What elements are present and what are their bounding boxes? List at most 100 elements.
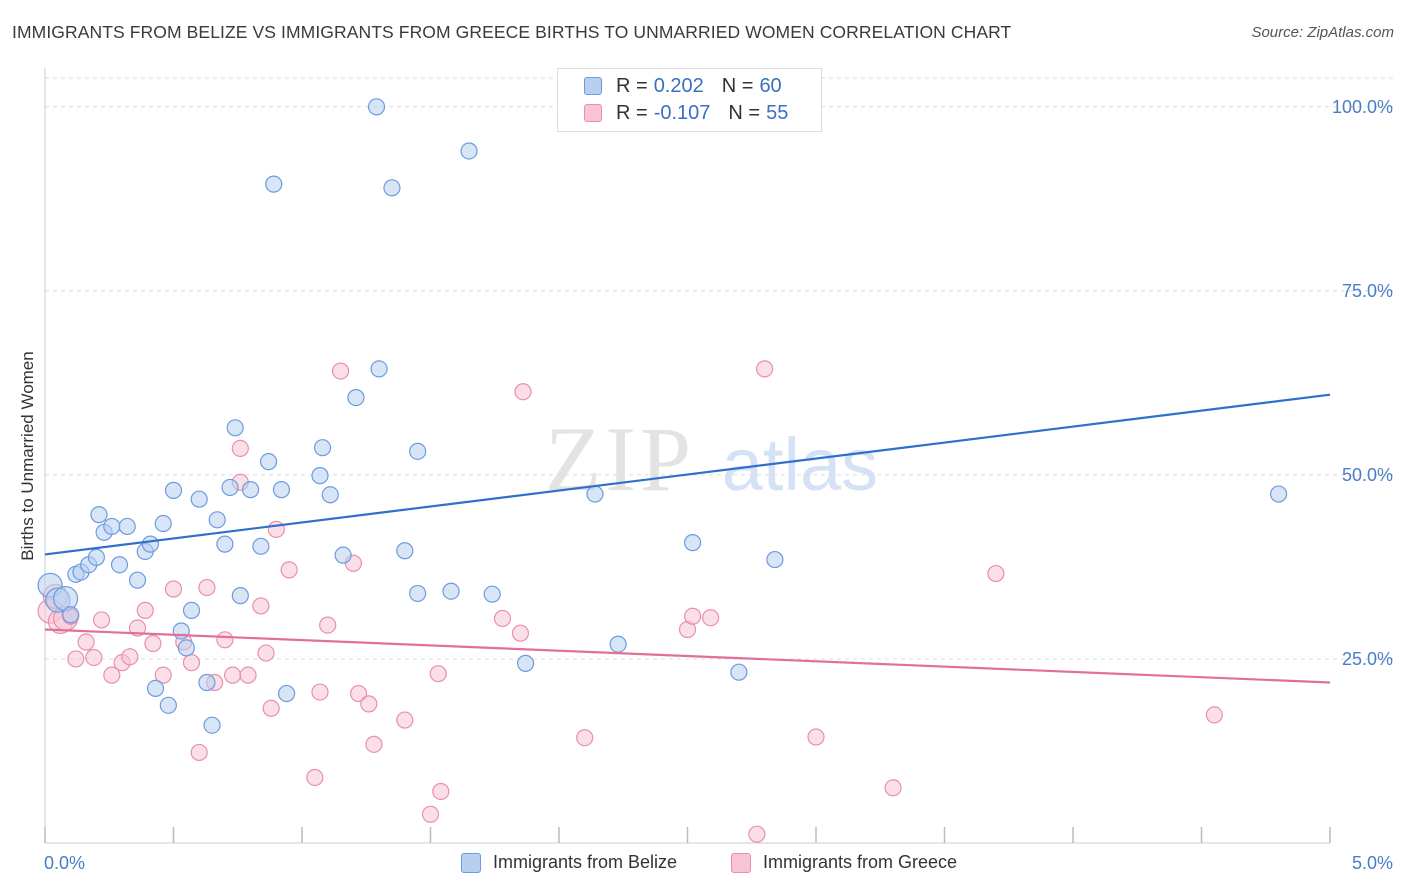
- y-tick-label: 50.0%: [1342, 465, 1393, 485]
- greece-point: [182, 654, 201, 672]
- belize-point: [334, 546, 352, 564]
- belize-point: [154, 514, 172, 533]
- belize-series: [37, 96, 1288, 734]
- greece-r-value: -0.107: [653, 101, 711, 124]
- belize-legend-label: Immigrants from Belize: [493, 852, 678, 872]
- greece-point: [67, 650, 85, 668]
- greece-point: [103, 666, 121, 684]
- y-tick-label: 100.0%: [1332, 97, 1393, 117]
- legend-row-belize: R = 0.202 N = 60: [584, 73, 782, 99]
- greece-point: [319, 616, 337, 634]
- belize-point: [684, 534, 702, 552]
- greece-point: [190, 743, 208, 762]
- greece-point: [987, 564, 1005, 583]
- trend-lines: [44, 393, 1331, 684]
- belize-point: [252, 537, 270, 555]
- greece-point: [807, 728, 825, 746]
- stats-legend: R = 0.202 N = 60 R = -0.107 N = 55: [557, 68, 822, 132]
- belize-point: [321, 486, 339, 504]
- chart-title: IMMIGRANTS FROM BELIZE VS IMMIGRANTS FRO…: [12, 22, 1012, 42]
- belize-point: [128, 571, 147, 589]
- belize-n-value: 60: [759, 74, 782, 97]
- belize-point: [159, 696, 177, 714]
- greece-point: [349, 684, 368, 703]
- belize-point: [442, 582, 460, 600]
- greece-point: [92, 611, 111, 629]
- source-label: Source: ZipAtlas.com: [1251, 24, 1394, 41]
- greece-point: [257, 644, 275, 662]
- belize-point: [313, 439, 332, 457]
- greece-point: [429, 665, 447, 683]
- belize-point: [226, 419, 244, 437]
- greece-point: [755, 360, 774, 378]
- y-tick-label: 25.0%: [1342, 649, 1393, 669]
- greece-point: [396, 711, 414, 729]
- greece-n-value: 55: [766, 101, 789, 124]
- greece-point: [262, 699, 280, 717]
- belize-point: [367, 98, 386, 116]
- n-label: N =: [721, 74, 754, 97]
- greece-point: [884, 779, 902, 797]
- legend-item-belize[interactable]: Immigrants from Belize: [461, 852, 677, 873]
- greece-trend-line: [44, 628, 1331, 684]
- belize-point: [172, 622, 190, 640]
- belize-point: [311, 467, 329, 485]
- greece-point: [280, 561, 298, 579]
- greece-point: [421, 805, 440, 823]
- belize-point: [203, 716, 221, 734]
- greece-point: [267, 520, 285, 538]
- greece-point: [216, 631, 234, 649]
- belize-point: [370, 360, 388, 378]
- belize-swatch: [584, 77, 602, 95]
- belize-trend-line: [44, 393, 1331, 556]
- greece-point: [224, 666, 242, 684]
- belize-point: [198, 673, 216, 692]
- belize-point: [231, 587, 249, 605]
- greece-point: [514, 383, 532, 401]
- legend-row-greece: R = -0.107 N = 55: [584, 100, 788, 126]
- greece-point: [128, 619, 147, 637]
- belize-point: [141, 535, 159, 553]
- belize-point: [1269, 485, 1288, 503]
- greece-point: [239, 666, 257, 684]
- greece-point: [306, 768, 324, 787]
- legend-item-greece[interactable]: Immigrants from Greece: [731, 852, 957, 873]
- greece-point: [365, 735, 383, 753]
- r-label: R =: [616, 101, 648, 124]
- belize-point: [265, 175, 283, 193]
- greece-point: [198, 578, 216, 597]
- greece-point: [702, 609, 720, 627]
- belize-point: [216, 535, 234, 553]
- belize-point: [164, 481, 183, 499]
- belize-point: [409, 442, 427, 460]
- belize-point: [272, 481, 291, 499]
- greece-point: [154, 666, 172, 684]
- greece-point: [252, 597, 270, 615]
- x-tick-label-min: 0.0%: [44, 853, 85, 873]
- belize-point: [118, 517, 136, 536]
- greece-point: [432, 782, 450, 801]
- greece-point: [311, 683, 329, 701]
- greece-point: [231, 439, 249, 458]
- belize-point: [766, 550, 784, 569]
- watermark-zip: ZIP: [545, 408, 695, 510]
- belize-point: [190, 490, 208, 508]
- greece-point: [576, 729, 594, 747]
- y-axis-label: Births to Unmarried Women: [18, 351, 37, 560]
- belize-point: [277, 684, 296, 703]
- belize-point: [62, 606, 80, 624]
- belize-legend-swatch: [461, 852, 481, 873]
- belize-point: [221, 478, 239, 497]
- greece-legend-swatch: [731, 852, 751, 873]
- watermark-atlas: atlas: [722, 423, 878, 506]
- greece-legend-label: Immigrants from Greece: [763, 852, 958, 872]
- greece-point: [77, 633, 95, 651]
- watermark: ZIP atlas: [545, 408, 878, 510]
- belize-point: [177, 639, 195, 657]
- belize-point: [409, 584, 427, 603]
- series-legend: Immigrants from Belize Immigrants from G…: [0, 852, 1406, 878]
- greece-point: [164, 580, 183, 598]
- n-label: N =: [728, 101, 761, 124]
- belize-point: [110, 556, 129, 574]
- belize-point: [396, 542, 414, 560]
